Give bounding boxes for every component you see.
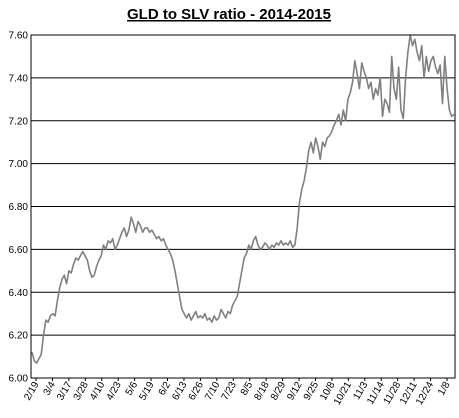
x-tick-label: 10/21 [332,380,354,408]
x-tick-label: 6/13 [170,380,189,403]
x-tick-label: 12/24 [414,380,436,408]
y-tick-label: 6.80 [9,202,29,213]
y-tick-label: 6.20 [9,331,29,342]
x-tick-label: 8/29 [269,380,288,403]
y-tick-label: 7.40 [9,73,29,84]
x-tick-label: 4/23 [105,380,124,403]
x-tick-label: 4/10 [88,380,107,403]
y-tick-label: 7.00 [9,159,29,170]
x-tick-label: 3/17 [55,380,74,403]
series-layer [31,34,455,364]
x-tick-label: 5/19 [137,380,156,403]
y-tick-label: 6.40 [9,288,29,299]
x-tick-label: 9/25 [302,380,321,403]
y-axis-ticks: 6.00 6.20 6.40 6.60 6.80 7.00 7.20 7.40 7.60 [9,31,29,385]
ratio-series-line [31,34,455,364]
y-tick-label: 6.00 [9,374,29,385]
x-tick-label: 9/12 [285,380,304,403]
x-axis-ticks: 2/19 3/43/173/284/104/23 5/65/19 6/26/136/2… [22,378,453,408]
x-tick-label: 8/18 [252,380,271,403]
y-tick-label: 6.60 [9,245,29,256]
x-tick-label: 7/10 [203,380,222,403]
x-tick-label: 3/28 [72,380,91,403]
x-tick-label: 1/8 [436,380,453,398]
x-tick-label: 6/26 [187,380,206,403]
plot-area-frame [30,34,456,379]
y-tick-label: 7.60 [9,31,29,42]
gridlines [31,77,455,336]
chart-title: GLD to SLV ratio - 2014-2015 [127,6,331,23]
x-tick-label: 7/23 [220,380,239,403]
y-tick-label: 7.20 [9,116,29,127]
